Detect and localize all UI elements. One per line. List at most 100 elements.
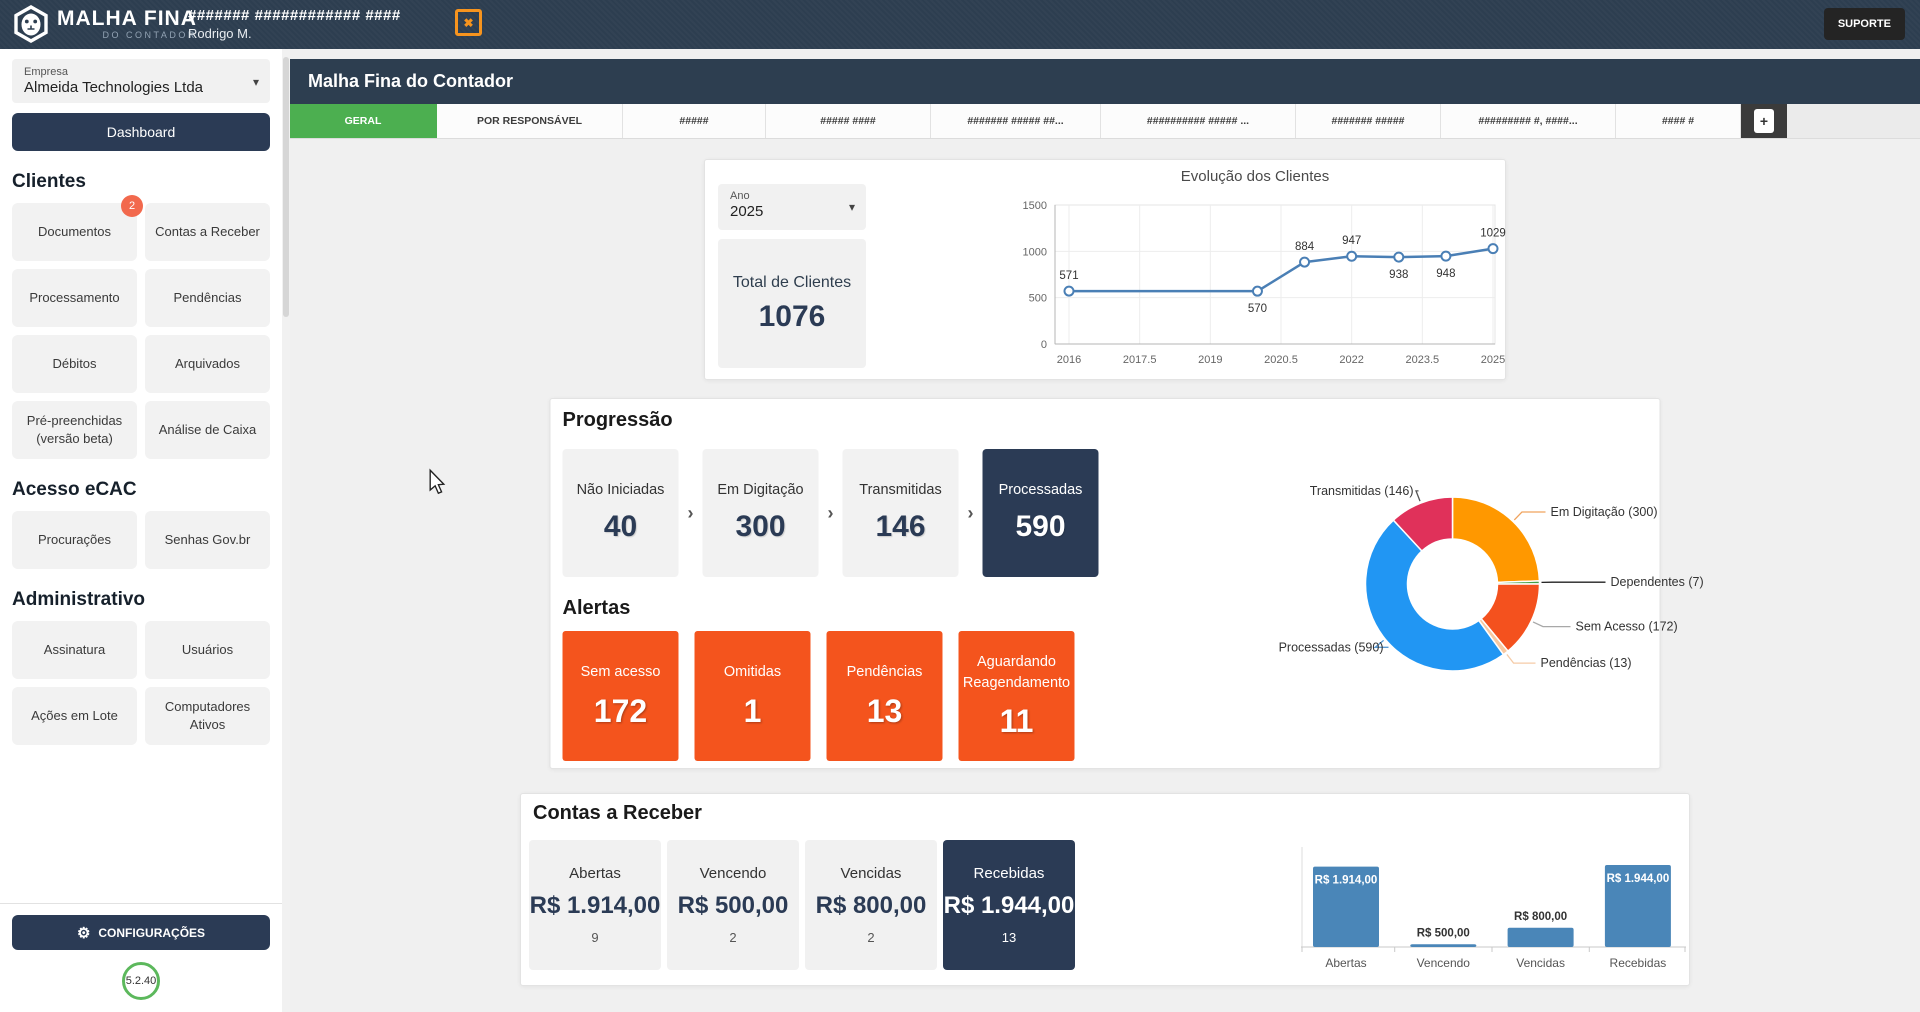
tab-por-responsavel[interactable]: POR RESPONSÁVEL (437, 104, 623, 138)
year-select[interactable]: Ano 2025 ▾ (718, 184, 866, 230)
recv-label: Vencidas (840, 865, 902, 882)
svg-text:1000: 1000 (1023, 246, 1047, 258)
svg-text:2025: 2025 (1481, 354, 1505, 366)
tab-masked-1[interactable]: ##### (623, 104, 766, 138)
tab-masked-4[interactable]: ########## ##### ... (1101, 104, 1296, 138)
user-name: Rodrigo M. (188, 26, 252, 41)
sidebar-footer: ⚙ CONFIGURAÇÕES 5.2.40 (0, 903, 282, 1012)
dashboard-button[interactable]: Dashboard (12, 113, 270, 151)
tab-masked-5[interactable]: ####### ##### (1296, 104, 1441, 138)
svg-text:2017.5: 2017.5 (1123, 354, 1157, 366)
recv-value: R$ 800,00 (815, 892, 927, 919)
step-value: 300 (735, 510, 786, 543)
step-nao-iniciadas[interactable]: Não Iniciadas 40 (562, 449, 679, 577)
sidebar-item-acoes-em-lote[interactable]: Ações em Lote (12, 687, 137, 745)
add-tab-button[interactable]: + (1741, 104, 1787, 138)
section-title-clientes: Clientes (12, 171, 86, 192)
sidebar-scrollbar[interactable] (282, 49, 290, 1012)
recv-vencidas[interactable]: Vencidas R$ 800,00 2 (805, 840, 937, 970)
step-em-digitacao[interactable]: Em Digitação 300 (702, 449, 819, 577)
sidebar-item-procuracoes[interactable]: Procurações (12, 511, 137, 569)
sidebar-item-debitos[interactable]: Débitos (12, 335, 137, 393)
step-label: Processadas (998, 482, 1083, 498)
alert-value: 11 (999, 702, 1034, 739)
svg-text:R$ 800,00: R$ 800,00 (1514, 911, 1567, 923)
chevron-right-icon: › (687, 502, 694, 523)
sidebar-item-computadores-ativos[interactable]: Computadores Ativos (145, 687, 270, 745)
svg-text:2016: 2016 (1057, 354, 1081, 366)
main-area: Malha Fina do Contador GERAL POR RESPONS… (290, 49, 1920, 1012)
alert-value: 13 (866, 692, 903, 729)
recv-value: R$ 1.914,00 (529, 892, 661, 919)
chevron-down-icon: ▾ (848, 200, 855, 214)
sidebar-item-assinatura[interactable]: Assinatura (12, 621, 137, 679)
support-button[interactable]: SUPORTE (1823, 8, 1905, 40)
sidebar-item-processamento[interactable]: Processamento (12, 269, 137, 327)
sidebar-item-documentos[interactable]: Documentos 2 (12, 195, 143, 261)
svg-text:1500: 1500 (1023, 200, 1047, 212)
recv-value: R$ 1.944,00 (943, 892, 1075, 919)
receivables-card: Contas a Receber Abertas R$ 1.914,00 9 V… (520, 793, 1690, 986)
svg-text:2022: 2022 (1339, 354, 1363, 366)
alert-aguardando-reagendamento[interactable]: Aguardando Reagendamento 11 (958, 631, 1075, 761)
receivables-title: Contas a Receber (533, 802, 702, 824)
chevron-down-icon: ▾ (252, 75, 259, 89)
svg-text:Processadas (590): Processadas (590) (1279, 640, 1384, 654)
tab-bar-filler (1787, 104, 1920, 138)
step-label: Transmitidas (859, 482, 942, 498)
svg-text:500: 500 (1029, 293, 1047, 305)
recv-recebidas[interactable]: Recebidas R$ 1.944,00 13 (943, 840, 1075, 970)
alert-omitidas[interactable]: Omitidas 1 (694, 631, 811, 761)
svg-text:938: 938 (1389, 269, 1408, 281)
company-select[interactable]: Empresa Almeida Technologies Ltda ▾ (12, 59, 270, 103)
progress-steps: Não Iniciadas 40 › Em Digitação 300 › Tr… (562, 449, 1099, 577)
tab-masked-2[interactable]: ##### #### (766, 104, 931, 138)
recv-abertas[interactable]: Abertas R$ 1.914,00 9 (529, 840, 661, 970)
alert-sem-acesso[interactable]: Sem acesso 172 (562, 631, 679, 761)
tab-geral[interactable]: GERAL (290, 104, 437, 138)
sidebar-item-senhas-govbr[interactable]: Senhas Gov.br (145, 511, 270, 569)
page-title: Malha Fina do Contador (290, 59, 1920, 104)
sidebar-item-arquivados[interactable]: Arquivados (145, 335, 270, 393)
company-select-label: Empresa (24, 66, 69, 78)
dashboard-content: Ano 2025 ▾ Total de Clientes 1076 Evoluç… (290, 139, 1920, 1012)
settings-button[interactable]: ⚙ CONFIGURAÇÕES (12, 915, 270, 950)
scrollbar-thumb[interactable] (283, 57, 289, 317)
tab-masked-3[interactable]: ####### ##### ##... (931, 104, 1101, 138)
clients-evolution-line-chart: 0 500 1000 1500 2016 2017.5 2019 2020.5 2022 2023… (1023, 200, 1506, 366)
step-processadas[interactable]: Processadas 590 (982, 449, 1099, 577)
alert-label: Sem acesso (580, 664, 661, 681)
progress-donut-chart: Em Digitação (300) Dependentes (7) Sem Ace… (1279, 484, 1704, 672)
recv-vencendo[interactable]: Vencendo R$ 500,00 2 (667, 840, 799, 970)
receivables-bar-chart: R$ 1.914,00 Abertas R$ 500,00 Vencendo R$ 80… (1301, 847, 1686, 970)
progress-card: Progressão Não Iniciadas 40 › Em Digitaç… (549, 398, 1704, 769)
step-transmitidas[interactable]: Transmitidas 146 (842, 449, 959, 577)
recv-count: 9 (591, 930, 599, 945)
tab-masked-6[interactable]: ######### #, ####... (1441, 104, 1616, 138)
svg-text:570: 570 (1248, 303, 1267, 315)
sidebar-item-pendencias[interactable]: Pendências (145, 269, 270, 327)
svg-text:R$ 1.914,00: R$ 1.914,00 (1315, 875, 1378, 887)
total-clients-box: Total de Clientes 1076 (718, 239, 866, 368)
settings-label: CONFIGURAÇÕES (98, 925, 206, 940)
alert-pendencias[interactable]: Pendências 13 (826, 631, 943, 761)
alert-label: Pendências (846, 664, 923, 681)
office-user-block: ####### ############ #### Rodrigo M. (188, 7, 401, 42)
svg-text:Dependentes (7): Dependentes (7) (1611, 575, 1704, 589)
svg-text:Recebidas: Recebidas (1610, 956, 1667, 970)
receivables-boxes: Abertas R$ 1.914,00 9 Vencendo R$ 500,00… (529, 840, 1075, 970)
sidebar-item-usuarios[interactable]: Usuários (145, 621, 270, 679)
svg-text:Abertas: Abertas (1325, 956, 1366, 970)
excel-x-box-icon[interactable]: ✖ (455, 9, 482, 36)
alerts-title: Alertas (562, 597, 631, 619)
step-label: Não Iniciadas (576, 482, 665, 498)
app-logo[interactable]: MALHA FINA DO CONTADOR (12, 5, 197, 43)
lion-hexagon-icon (14, 5, 48, 43)
sidebar-item-contas-a-receber[interactable]: Contas a Receber (145, 203, 270, 261)
svg-text:0: 0 (1041, 339, 1047, 351)
gear-icon: ⚙ (76, 924, 91, 942)
alert-value: 1 (743, 692, 762, 729)
tab-masked-7[interactable]: #### # (1616, 104, 1741, 138)
sidebar-item-pre-preenchidas[interactable]: Pré-preenchidas (versão beta) (12, 401, 137, 459)
sidebar-item-analise-de-caixa[interactable]: Análise de Caixa (145, 401, 270, 459)
